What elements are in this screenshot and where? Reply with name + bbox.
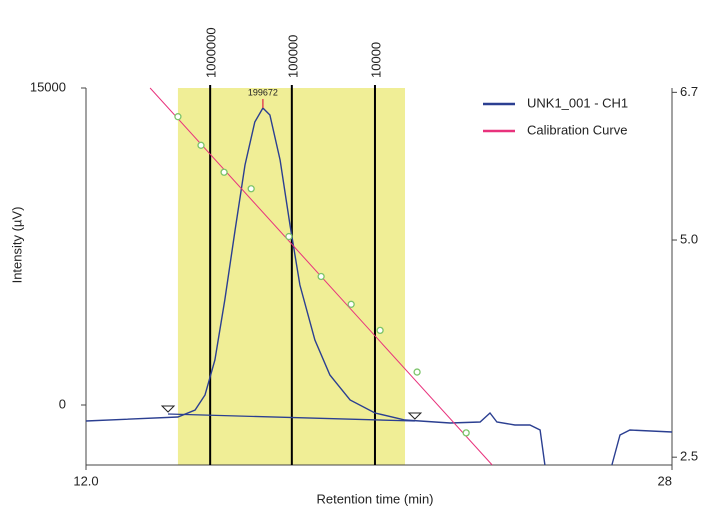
calibration-point [317,272,325,281]
legend-label: Calibration Curve [527,122,627,137]
x-tick-label: 28 [658,473,672,488]
calibration-point [174,113,182,121]
integration-baseline [167,413,415,422]
y-tick-label: 15000 [30,79,66,94]
mw-marker-label: 10000 [368,42,383,78]
calibration-point [462,429,470,437]
y2-tick-label: 6.7 [680,84,698,99]
calibration-point [220,168,228,176]
calibration-point [347,300,355,308]
calibration-point [413,368,421,376]
series-line [85,106,673,466]
x-tick-label: 12.0 [73,473,98,488]
y-axis-label: Intensity (µV) [9,207,24,284]
mw-marker-label: 100000 [285,35,300,78]
y2-tick-label: 5.0 [680,231,698,246]
calibration-point [285,232,293,241]
calibration-point [197,141,205,149]
y2-tick-label: 2.5 [680,449,698,464]
x-axis-label: Retention time (min) [316,491,433,506]
integration-mark [407,412,423,420]
peak-label: 199672 [248,87,278,97]
y-tick-label: 0 [59,396,66,411]
calibration-point [376,326,384,335]
calibration-point [247,185,255,193]
legend-label: UNK1_001 - CH1 [527,95,628,110]
integration-mark [160,405,176,413]
mw-marker-label: 1000000 [204,27,219,78]
